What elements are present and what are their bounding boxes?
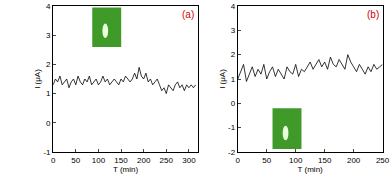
svg-text:2: 2 — [231, 50, 236, 59]
svg-text:1: 1 — [46, 89, 51, 98]
svg-text:I (μA): I (μA) — [33, 69, 42, 89]
svg-text:150: 150 — [114, 156, 128, 165]
svg-text:T (min): T (min) — [113, 165, 139, 174]
svg-text:250: 250 — [376, 156, 390, 165]
svg-text:3: 3 — [46, 31, 51, 40]
svg-text:1: 1 — [231, 75, 236, 84]
svg-text:2: 2 — [46, 60, 51, 69]
svg-text:(a): (a) — [182, 9, 194, 20]
svg-text:300: 300 — [182, 156, 196, 165]
svg-text:0: 0 — [231, 99, 236, 108]
svg-text:3: 3 — [231, 26, 236, 35]
svg-text:50: 50 — [71, 156, 80, 165]
svg-text:(b): (b) — [367, 9, 379, 20]
svg-text:100: 100 — [92, 156, 106, 165]
svg-text:0: 0 — [236, 156, 241, 165]
svg-text:0: 0 — [46, 119, 51, 128]
svg-text:-2: -2 — [228, 148, 236, 157]
svg-text:I (μA): I (μA) — [218, 69, 227, 89]
svg-text:200: 200 — [347, 156, 361, 165]
svg-text:50: 50 — [262, 156, 271, 165]
svg-text:-1: -1 — [228, 123, 236, 132]
svg-text:100: 100 — [289, 156, 303, 165]
svg-text:4: 4 — [231, 2, 236, 11]
svg-text:0: 0 — [51, 156, 56, 165]
svg-text:200: 200 — [137, 156, 151, 165]
svg-text:T (min): T (min) — [298, 165, 324, 174]
svg-text:-1: -1 — [43, 148, 51, 157]
svg-text:250: 250 — [160, 156, 174, 165]
svg-text:150: 150 — [318, 156, 332, 165]
svg-text:4: 4 — [46, 2, 51, 11]
